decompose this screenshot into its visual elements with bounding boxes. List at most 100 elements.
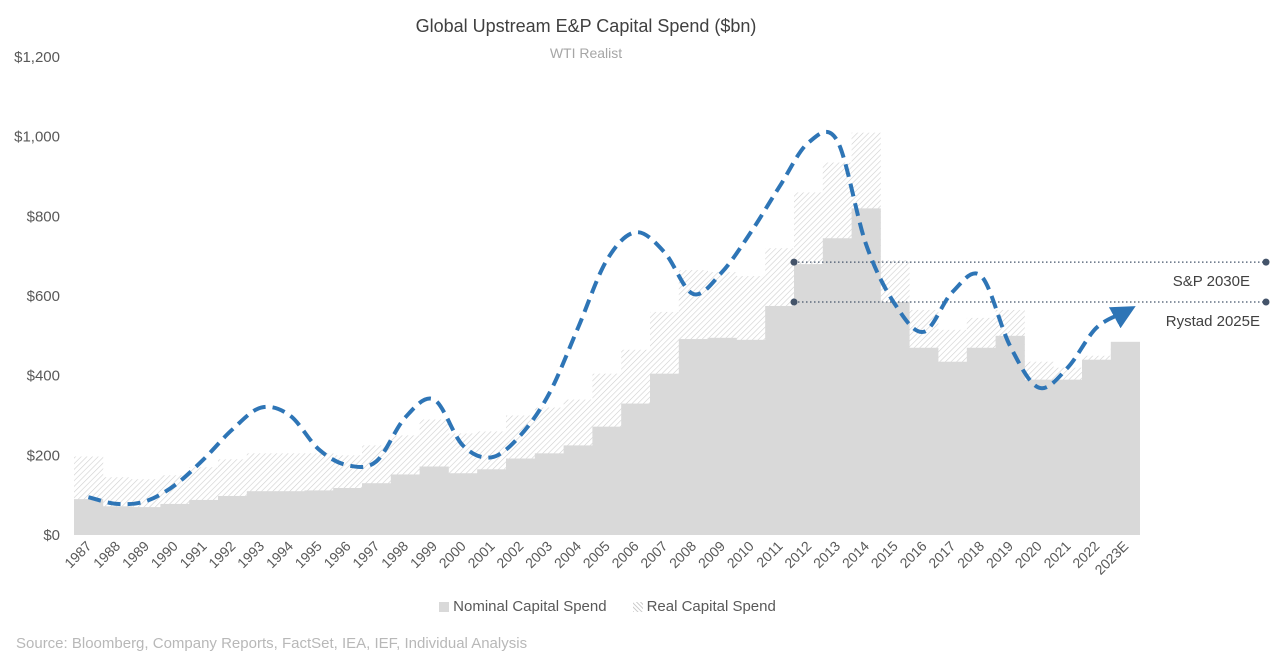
x-tick-label: 2000 bbox=[436, 538, 469, 571]
nominal-spend-bar bbox=[794, 264, 824, 535]
x-tick-label: 2023E bbox=[1091, 538, 1131, 578]
nominal-spend-bar bbox=[102, 506, 132, 535]
nominal-spend-bar bbox=[1024, 379, 1054, 535]
x-tick-label: 1989 bbox=[119, 538, 152, 571]
nominal-spend-bar bbox=[189, 499, 219, 535]
x-tick-label: 2003 bbox=[522, 538, 555, 571]
nominal-spend-bar bbox=[736, 339, 766, 535]
x-tick-label: 1999 bbox=[407, 538, 440, 571]
x-tick-label: 2018 bbox=[954, 538, 987, 571]
nominal-spend-bar bbox=[650, 373, 680, 535]
reference-lines-layer: S&P 2030E Rystad 2025E bbox=[790, 258, 1270, 330]
y-tick-label: $600 bbox=[27, 288, 60, 305]
trend-line bbox=[87, 129, 1136, 507]
x-tick-label: 2016 bbox=[896, 538, 929, 571]
nominal-spend-bar bbox=[275, 491, 305, 535]
x-tick-label: 1998 bbox=[378, 538, 411, 571]
x-tick-label: 1992 bbox=[205, 538, 238, 571]
x-tick-label: 1994 bbox=[263, 538, 296, 571]
legend-item-nominal: Nominal Capital Spend bbox=[439, 598, 607, 615]
nominal-spend-bar bbox=[707, 337, 737, 535]
nominal-spend-bar bbox=[938, 361, 968, 535]
legend-item-real: Real Capital Spend bbox=[632, 598, 776, 615]
trend-line-layer bbox=[87, 129, 1136, 507]
nominal-spend-bar bbox=[477, 469, 507, 535]
x-tick-label: 2006 bbox=[608, 538, 641, 571]
x-tick-label: 2013 bbox=[810, 538, 843, 571]
chart-title: Global Upstream E&P Capital Spend ($bn) bbox=[415, 16, 757, 36]
y-tick-label: $200 bbox=[27, 447, 60, 464]
nominal-spend-bar bbox=[909, 347, 939, 535]
nominal-spend-bar bbox=[563, 445, 593, 535]
nominal-spend-bar bbox=[74, 499, 104, 535]
nominal-spend-bar bbox=[592, 426, 622, 535]
x-tick-label: 1996 bbox=[320, 538, 353, 571]
nominal-spend-area-layer bbox=[74, 208, 1140, 535]
x-tick-label: 1987 bbox=[61, 538, 94, 571]
x-tick-label: 2001 bbox=[464, 538, 497, 571]
x-tick-label: 2019 bbox=[983, 538, 1016, 571]
x-tick-label: 1991 bbox=[176, 538, 209, 571]
x-tick-label: 2008 bbox=[666, 538, 699, 571]
x-tick-label: 2009 bbox=[695, 538, 728, 571]
x-tick-label: 2005 bbox=[580, 538, 613, 571]
legend: Nominal Capital Spend Real Capital Spend bbox=[0, 598, 1215, 615]
x-tick-label: 1997 bbox=[349, 538, 382, 571]
nominal-spend-bar bbox=[333, 487, 363, 535]
nominal-spend-bar bbox=[534, 453, 564, 535]
legend-label-nominal: Nominal Capital Spend bbox=[453, 598, 607, 615]
nominal-spend-bar bbox=[246, 491, 276, 535]
nominal-spend-bar bbox=[1082, 359, 1112, 535]
y-tick-label: $400 bbox=[27, 368, 60, 385]
x-tick-label: 1988 bbox=[90, 538, 123, 571]
x-tick-label: 2002 bbox=[493, 538, 526, 571]
reference-line-label: Rystad 2025E bbox=[1166, 313, 1260, 330]
x-tick-label: 2010 bbox=[724, 538, 757, 571]
x-tick-label: 2011 bbox=[753, 538, 786, 571]
nominal-spend-bar bbox=[506, 458, 536, 535]
reference-line-end-dot bbox=[1262, 298, 1270, 306]
nominal-spend-bar bbox=[1053, 379, 1083, 535]
source-note: Source: Bloomberg, Company Reports, Fact… bbox=[16, 635, 528, 652]
y-tick-label: $800 bbox=[27, 208, 60, 225]
nominal-spend-bar bbox=[851, 208, 881, 535]
x-tick-label: 2017 bbox=[925, 538, 958, 571]
x-tick-label: 2020 bbox=[1012, 538, 1045, 571]
nominal-spend-bar bbox=[362, 483, 392, 535]
nominal-spend-bar bbox=[160, 503, 190, 535]
nominal-spend-bar bbox=[419, 466, 449, 535]
reference-line-start-dot bbox=[790, 298, 798, 306]
x-tick-label: 2014 bbox=[839, 538, 872, 571]
nominal-spend-bar bbox=[678, 339, 708, 535]
y-tick-label: $1,200 bbox=[14, 49, 60, 66]
reference-line-start-dot bbox=[790, 258, 798, 266]
nominal-spend-bar bbox=[131, 507, 161, 535]
nominal-spend-bar bbox=[621, 403, 651, 535]
reference-line-label: S&P 2030E bbox=[1173, 273, 1250, 290]
chart-subtitle: WTI Realist bbox=[549, 45, 623, 61]
nominal-spend-bar bbox=[218, 495, 248, 535]
x-tick-label: 1995 bbox=[292, 538, 325, 571]
nominal-spend-bar bbox=[304, 490, 334, 535]
legend-swatch-real bbox=[632, 601, 643, 612]
x-tick-label: 2007 bbox=[637, 538, 670, 571]
nominal-spend-bar bbox=[995, 335, 1025, 535]
legend-swatch-nominal bbox=[439, 601, 450, 612]
nominal-spend-bar bbox=[966, 347, 996, 535]
x-tick-label: 1990 bbox=[148, 538, 181, 571]
reference-line-end-dot bbox=[1262, 258, 1270, 266]
legend-label-real: Real Capital Spend bbox=[646, 598, 776, 615]
nominal-spend-bar bbox=[765, 305, 795, 535]
nominal-spend-bar bbox=[390, 474, 420, 535]
y-tick-label: $0 bbox=[43, 527, 60, 544]
x-tick-label: 2012 bbox=[781, 538, 814, 571]
nominal-spend-bar bbox=[880, 301, 910, 535]
x-tick-label: 2021 bbox=[1040, 538, 1073, 571]
x-tick-label: 2004 bbox=[551, 538, 584, 571]
x-tick-label: 1993 bbox=[234, 538, 267, 571]
nominal-spend-bar bbox=[1110, 341, 1140, 535]
nominal-spend-bar bbox=[822, 238, 852, 535]
y-tick-label: $1,000 bbox=[14, 129, 60, 146]
x-tick-label: 2015 bbox=[868, 538, 901, 571]
